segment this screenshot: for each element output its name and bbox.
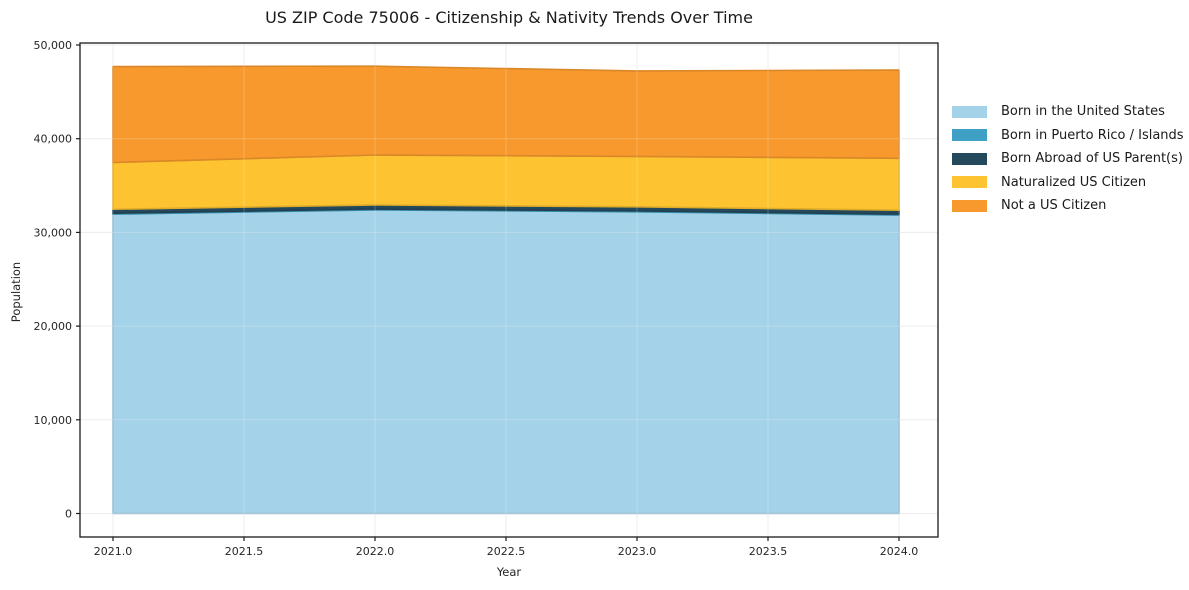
y-axis-label: Population: [9, 261, 23, 323]
x-tick-label: 2021.0: [94, 545, 133, 558]
x-tick-label: 2022.0: [356, 545, 395, 558]
y-tick-label: 30,000: [34, 226, 73, 239]
legend-item: Born Abroad of US Parent(s): [952, 152, 1184, 165]
gridlines-overlay: [80, 43, 938, 537]
legend-label: Born Abroad of US Parent(s): [1001, 151, 1183, 166]
legend-item: Born in Puerto Rico / Islands: [952, 129, 1184, 142]
y-tick-label: 10,000: [34, 414, 73, 427]
legend-label: Naturalized US Citizen: [1001, 174, 1147, 190]
legend-item: Born in the United States: [952, 105, 1184, 118]
legend-label: Born in Puerto Rico / Islands: [1001, 127, 1184, 143]
y-tick-label: 20,000: [34, 320, 73, 333]
legend-label: Not a US Citizen: [1001, 198, 1107, 213]
x-tick-label: 2023.5: [749, 545, 788, 558]
area-band: [112, 65, 900, 164]
chart-title: US ZIP Code 75006 - Citizenship & Nativi…: [265, 8, 753, 27]
area-series: [112, 65, 900, 515]
axis-ticks: [76, 44, 900, 541]
x-tick-label: 2024.0: [880, 545, 919, 558]
y-tick-label: 50,000: [34, 39, 73, 52]
legend-item: Naturalized US Citizen: [952, 176, 1184, 189]
x-tick-label: 2023.0: [618, 545, 657, 558]
y-tick-label: 0: [65, 508, 72, 521]
legend-swatch-born-us-icon: [952, 105, 987, 118]
y-tick-label: 40,000: [34, 133, 73, 146]
legend-label: Born in the United States: [1001, 104, 1165, 119]
legend-item: Not a US Citizen: [952, 199, 1184, 212]
legend-swatch-puerto-rico-icon: [952, 129, 987, 141]
tick-labels: 0 10,000 20,000 30,000 40,000 50,000 2021.0 202…: [34, 39, 919, 558]
x-axis-label: Year: [496, 565, 522, 579]
x-tick-label: 2022.5: [487, 545, 526, 558]
legend-swatch-not-citizen-icon: [952, 199, 987, 212]
legend: Born in the United States Born in Puerto…: [952, 105, 1184, 212]
x-tick-label: 2021.5: [225, 545, 264, 558]
plot-border: [79, 42, 939, 538]
legend-swatch-born-abroad-icon: [952, 152, 987, 165]
legend-swatch-naturalized-icon: [952, 176, 987, 188]
